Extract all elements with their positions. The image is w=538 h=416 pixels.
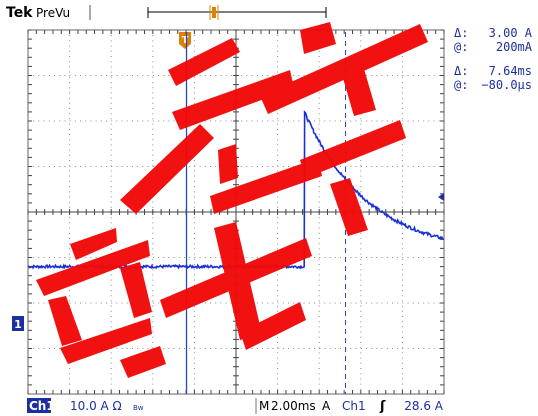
ch1-status-label: Ch1 [29,399,55,413]
trigger-marker-icon [179,32,191,49]
ch1-status-badge[interactable] [27,398,51,413]
ch1-marker-badge [12,316,24,331]
cursor-readout-panel: Δ: 3.00 A @: 200mA Δ: 7.64ms @: −80.0µs [454,26,533,92]
time-at-value: −80.0µs [481,78,532,92]
status-bar: Ch1 10.0 A Ω Bw M 2.00ms A Ch1 ʃ 28.6 A [27,398,444,414]
trigger-level-value[interactable]: 28.6 A [404,399,444,413]
top-bar: Tek PreVu [6,5,327,21]
bandwidth-limit-icon: Bw [133,404,144,412]
trigger-level-arrow-icon[interactable] [438,193,444,201]
timebase-value[interactable]: 2.00ms [271,399,316,413]
watermark-overlay [36,22,428,378]
ch1-scale-value[interactable]: 10.0 A Ω [70,399,122,413]
time-delta-symbol: Δ: [454,64,468,78]
trigger-source-label[interactable]: Ch1 [342,399,366,413]
trigger-position-marker[interactable]: T [179,32,191,49]
ch1-marker-label: 1 [14,318,22,331]
mode-label: PreVu [36,6,70,20]
rising-edge-icon: ʃ [379,399,386,414]
timebase-prefix: M [259,399,269,413]
trigger-mode-label: A [322,399,331,413]
time-at-symbol: @: [454,78,468,92]
trigger-marker-label: T [182,35,189,46]
brand-label: Tek [6,5,33,21]
ch1-reference-marker[interactable]: 1 [12,316,24,331]
record-position-bar[interactable] [147,5,327,20]
record-window-marker[interactable] [212,7,216,18]
amp-at-value: 200mA [496,40,533,54]
amp-delta-value: 3.00 A [489,26,533,40]
amp-at-symbol: @: [454,40,468,54]
time-delta-value: 7.64ms [489,64,532,78]
amp-delta-symbol: Δ: [454,26,468,40]
